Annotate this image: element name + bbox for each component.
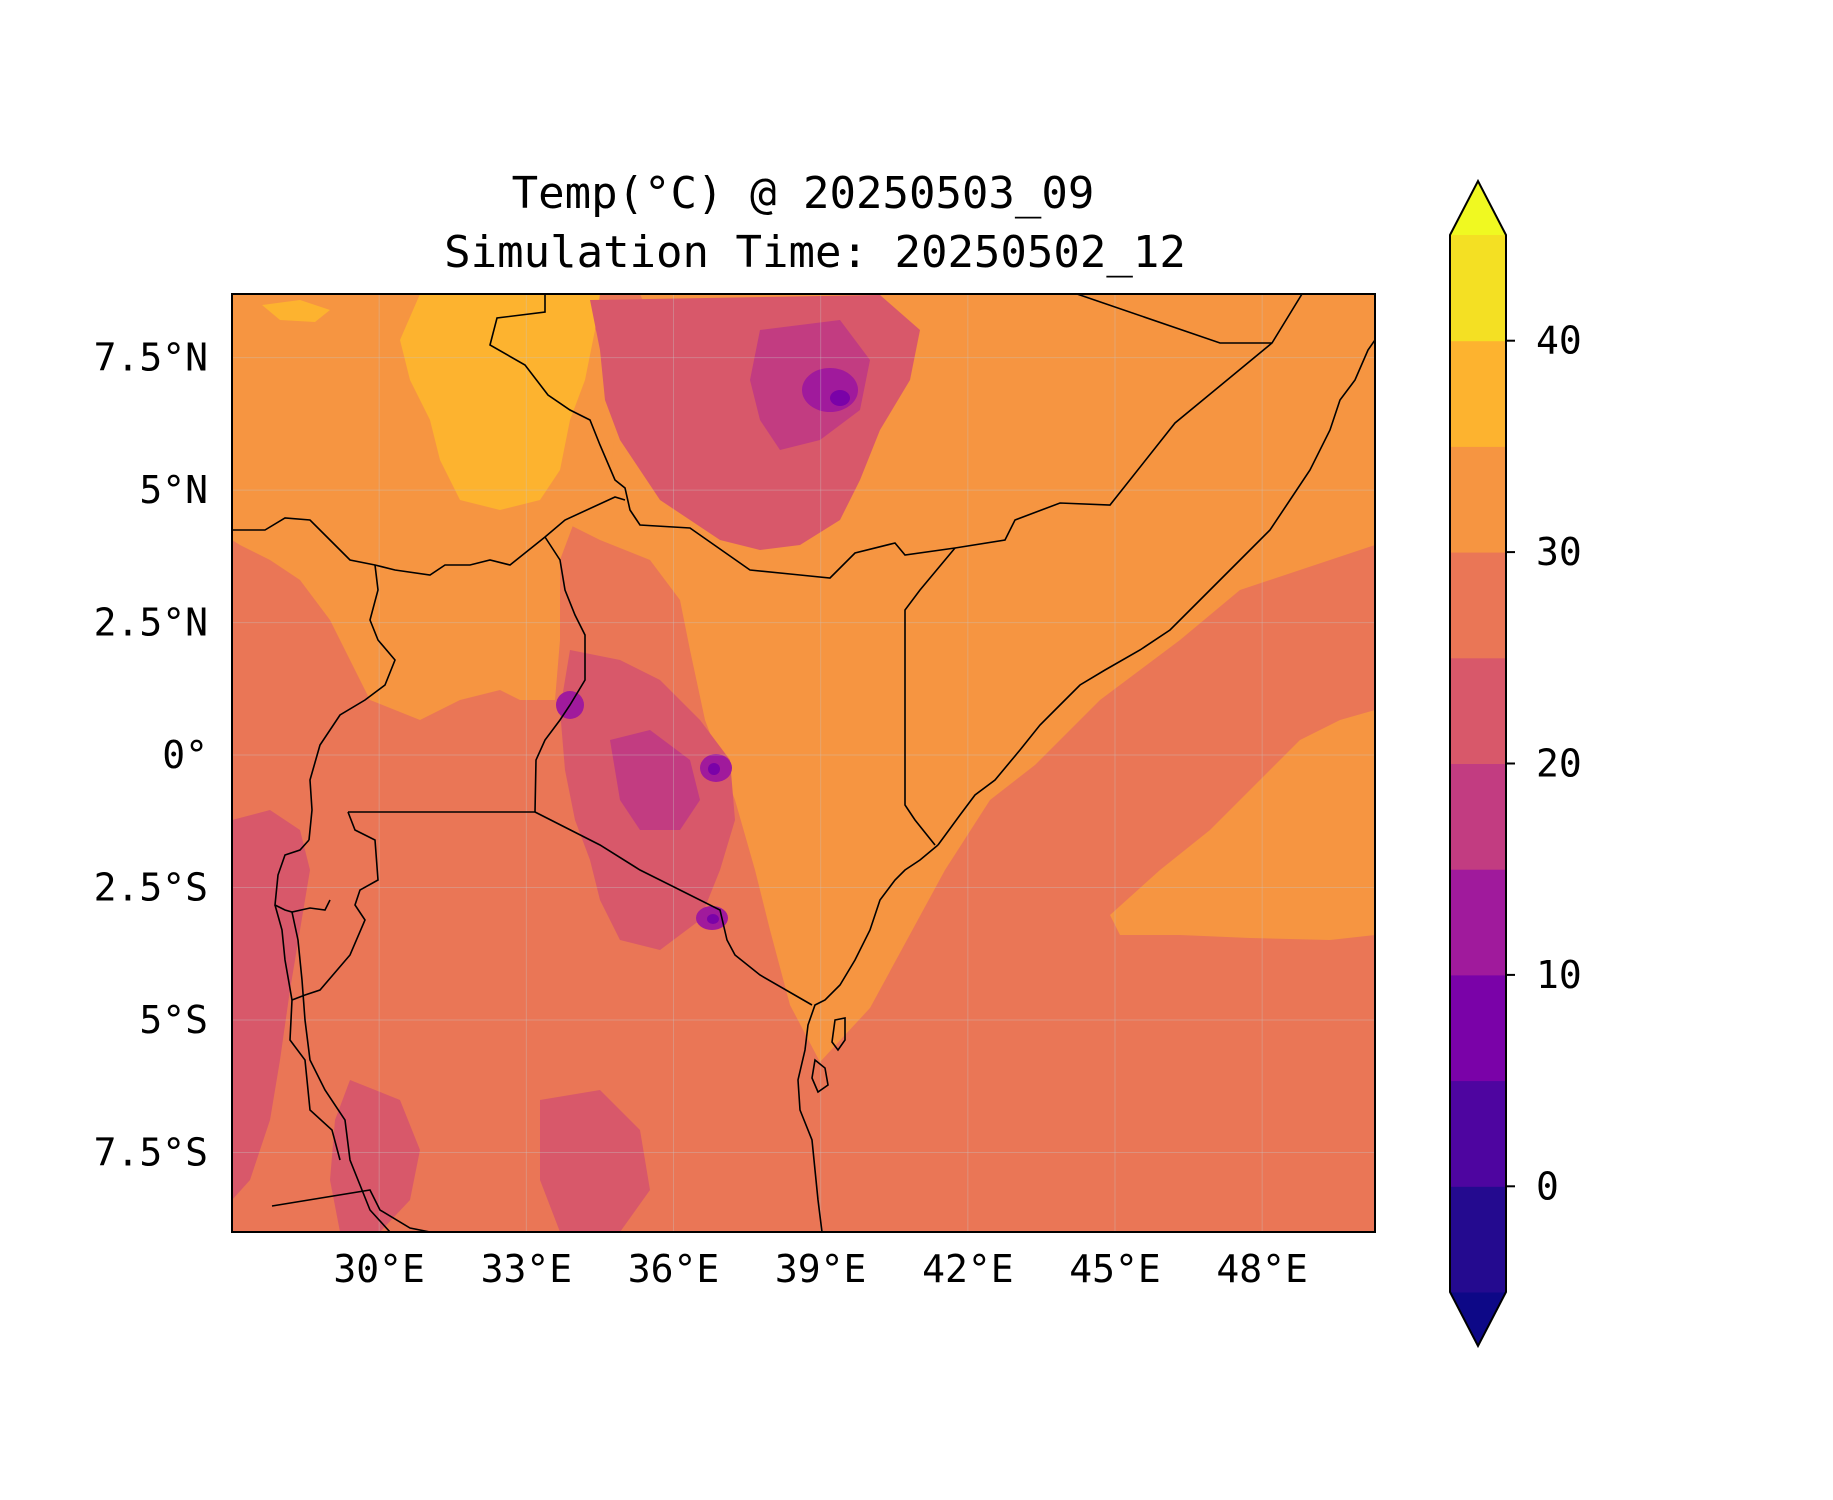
border-south-sudan-uganda-kenya	[232, 496, 626, 576]
colorbar-segment	[1450, 235, 1506, 342]
y-tick-label: 7.5°N	[94, 336, 208, 380]
x-tick-label: 36°E	[628, 1247, 720, 1291]
colorbar-segment	[1450, 552, 1506, 659]
border-congo-uganda	[308, 564, 396, 841]
colorbar-extend-max	[1450, 181, 1506, 235]
colorbar-segment	[1450, 657, 1506, 764]
colorbar: 0 10 20 30 40	[1449, 178, 1582, 1349]
colorbar-tick-label: 0	[1536, 1164, 1559, 1208]
temp-field-5-10-kilimanjaro	[707, 914, 719, 924]
temp-field-10-15-ethiopia	[802, 368, 858, 412]
temp-field-35-40-patch	[262, 300, 330, 322]
x-tick-label: 33°E	[481, 1247, 573, 1291]
colorbar-tick-label: 30	[1536, 530, 1582, 574]
x-tick-label: 45°E	[1069, 1247, 1161, 1291]
border-kenya-somalia	[904, 547, 956, 846]
x-tick-label: 48°E	[1216, 1247, 1308, 1291]
x-tick-label: 39°E	[775, 1247, 867, 1291]
map-title-line2: Simulation Time: 20250502_12	[444, 227, 1186, 278]
colorbar-segment	[1450, 869, 1506, 976]
border-lake-tanganyika-west	[274, 904, 341, 1161]
country-borders	[232, 294, 1375, 1232]
y-tick-label: 2.5°S	[94, 866, 208, 910]
map-panel	[232, 294, 1375, 1232]
y-tick-label: 5°S	[139, 998, 208, 1042]
temp-field-5-10-ethiopia	[830, 390, 850, 406]
coastline-kenya-tanzania	[797, 844, 939, 1232]
border-kenya-tanzania	[534, 811, 813, 1006]
coastline-somalia	[937, 339, 1375, 846]
y-tick-label: 0°	[162, 733, 208, 777]
border-lake-tanganyika-east	[291, 911, 391, 1232]
grid-lines	[232, 294, 1375, 1232]
colorbar-extend-min	[1450, 1292, 1506, 1346]
colorbar-tick-label: 40	[1536, 319, 1582, 363]
colorbar-segment	[1450, 446, 1506, 553]
border-south-sudan-ethiopia	[489, 294, 956, 579]
temp-field-20-25-west	[232, 810, 310, 1200]
border-ethiopia-somaliland	[1076, 294, 1272, 344]
colorbar-outline	[1449, 178, 1507, 1349]
temp-field-20-25-southwest	[330, 1080, 420, 1232]
border-zambia-tanzania	[271, 1189, 431, 1232]
temp-field-20-25-south	[540, 1090, 650, 1232]
map-frame	[231, 293, 1376, 1233]
border-uganda-kenya	[534, 536, 586, 813]
map-title-line1: Temp(°C) @ 20250503_09	[512, 168, 1095, 219]
y-tick-label: 5°N	[139, 468, 208, 512]
mafia-island	[811, 1058, 829, 1094]
colorbar-tick-label: 20	[1536, 742, 1582, 786]
border-rwanda-drc	[274, 839, 331, 913]
temp-field-15-20-kenya	[610, 730, 700, 830]
x-tick-label: 42°E	[922, 1247, 1014, 1291]
y-tick-label: 2.5°N	[94, 601, 208, 645]
colorbar-segment	[1450, 974, 1506, 1082]
x-axis-tick-labels: 30°E 33°E 36°E 39°E 42°E 45°E 48°E	[333, 1247, 1308, 1291]
x-tick-label: 30°E	[333, 1247, 425, 1291]
colorbar-segment	[1450, 763, 1506, 870]
colorbar-segment	[1450, 340, 1506, 447]
colorbar-segment	[1450, 1186, 1506, 1293]
zanzibar-island	[831, 1017, 846, 1052]
temp-field-30-35-ocean	[1110, 710, 1375, 940]
temp-field-5-10-mt-kenya	[708, 763, 720, 775]
y-axis-tick-labels: 7.5°N 5°N 2.5°N 0° 2.5°S 5°S 7.5°S	[94, 336, 208, 1175]
colorbar-tick-label: 10	[1536, 953, 1582, 997]
y-tick-label: 7.5°S	[94, 1131, 208, 1175]
border-kenya-ethiopia-east	[954, 294, 1303, 549]
temp-field-35-40	[400, 294, 600, 510]
colorbar-segment	[1450, 1080, 1506, 1187]
border-rwanda-burundi-tanzania	[291, 811, 379, 1001]
